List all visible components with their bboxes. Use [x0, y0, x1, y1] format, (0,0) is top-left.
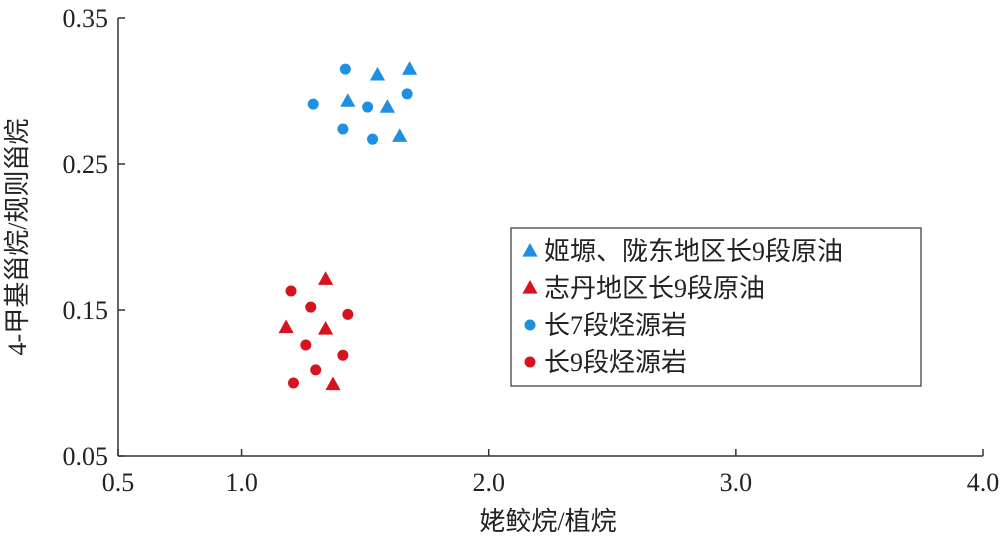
axes: [117, 18, 983, 457]
circle-point-series-2: [337, 123, 349, 135]
circle-point-series-3: [342, 308, 354, 320]
legend-box: [510, 227, 922, 387]
circle-point-series-2: [307, 98, 319, 110]
circle-point-series-2: [339, 63, 351, 75]
data-points: [278, 61, 418, 391]
legend-marker-2: [524, 319, 536, 331]
x-tick-label: 2.0: [472, 468, 505, 497]
circle-point-series-3: [337, 349, 349, 361]
x-tick-label: 1.0: [225, 468, 258, 497]
y-tick-label: 0.15: [63, 296, 109, 325]
circle-point-series-3: [300, 339, 312, 351]
circle-point-series-3: [287, 377, 299, 389]
y-tick-label: 0.25: [63, 150, 109, 179]
triangle-point-series-1: [318, 321, 334, 335]
circle-point-series-2: [401, 88, 413, 100]
triangle-point-series-1: [325, 376, 341, 391]
circle-point-series-2: [367, 133, 379, 145]
legend-label: 志丹地区长9段原油: [544, 274, 765, 303]
y-tick-label: 0.35: [63, 4, 109, 33]
x-axis-ticks: 0.5 1.0 2.0 3.0 4.0: [102, 449, 1000, 497]
x-axis-label: 姥鲛烷/植烷: [479, 507, 616, 536]
triangle-point-series-0: [340, 93, 356, 107]
circle-point-series-3: [285, 285, 297, 297]
legend-marker-3: [524, 356, 536, 368]
circle-point-series-3: [305, 301, 317, 313]
triangle-point-series-0: [402, 61, 418, 75]
triangle-point-series-0: [379, 99, 395, 113]
circle-point-series-3: [310, 364, 322, 376]
triangle-point-series-1: [318, 271, 334, 285]
circle-point-series-2: [362, 101, 374, 113]
legend-label: 姬塬、陇东地区长9段原油: [544, 237, 843, 266]
legend-marker-1: [522, 280, 538, 294]
x-tick-label: 3.0: [720, 468, 753, 497]
legend-label: 长9段烃源岩: [544, 348, 687, 377]
triangle-point-series-1: [278, 319, 294, 334]
triangle-point-series-0: [392, 128, 408, 142]
x-tick-label: 0.5: [102, 468, 135, 497]
x-tick-label: 4.0: [967, 468, 1000, 497]
y-tick-label: 0.05: [63, 442, 109, 471]
triangle-point-series-0: [369, 66, 386, 81]
y-axis-ticks: 0.05 0.15 0.25 0.35: [63, 4, 125, 471]
legend-marker-0: [522, 243, 538, 257]
y-axis-label: 4-甲基甾烷/规则甾烷: [3, 119, 32, 356]
legend-label: 长7段烃源岩: [544, 311, 687, 340]
